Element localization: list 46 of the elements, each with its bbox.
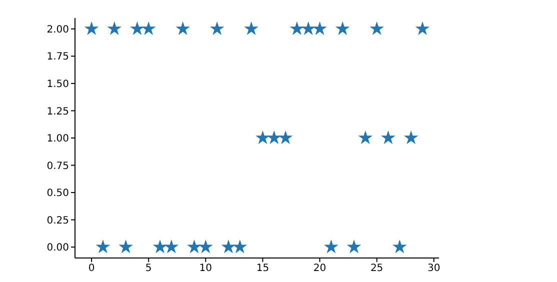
x-tick-label: 0 [88, 263, 95, 274]
point [278, 130, 293, 144]
point [84, 21, 99, 36]
point [335, 21, 350, 36]
point [290, 21, 304, 36]
point [358, 130, 373, 144]
point [370, 21, 384, 36]
point [141, 21, 156, 36]
point [404, 130, 418, 144]
point [312, 21, 327, 36]
point [164, 240, 179, 254]
point [130, 21, 144, 36]
point [381, 130, 396, 144]
x-tick-label: 20 [313, 263, 326, 274]
point [176, 21, 190, 36]
y-tick-label: 1.25 [46, 106, 69, 118]
point [324, 240, 338, 254]
x-tick-label: 30 [428, 263, 440, 274]
y-tick-label: 0.00 [46, 242, 69, 254]
y-tick-label: 1.00 [46, 134, 69, 145]
point [256, 130, 270, 144]
y-tick-label: 1.75 [46, 52, 69, 63]
point [198, 240, 213, 254]
y-tick-label: 0.25 [46, 215, 69, 226]
x-tick-label: 25 [370, 263, 384, 274]
point [244, 21, 258, 36]
x-tick-label: 15 [256, 263, 270, 274]
point [107, 21, 122, 36]
x-tick-label: 5 [145, 263, 152, 274]
point [266, 130, 282, 144]
y-tick-label: 1.50 [46, 79, 69, 90]
point [118, 240, 133, 254]
point [301, 21, 316, 36]
point [96, 240, 110, 254]
x-tick-label: 10 [199, 263, 212, 274]
y-tick-label: 0.50 [46, 188, 69, 200]
point [392, 240, 407, 254]
point [221, 240, 236, 254]
point [346, 240, 362, 254]
point [152, 240, 168, 254]
y-tick-label: 0.75 [46, 160, 69, 172]
point [415, 21, 430, 36]
y-tick-label: 2.00 [46, 24, 69, 36]
point [187, 240, 202, 254]
point [210, 21, 224, 36]
point [232, 240, 248, 254]
